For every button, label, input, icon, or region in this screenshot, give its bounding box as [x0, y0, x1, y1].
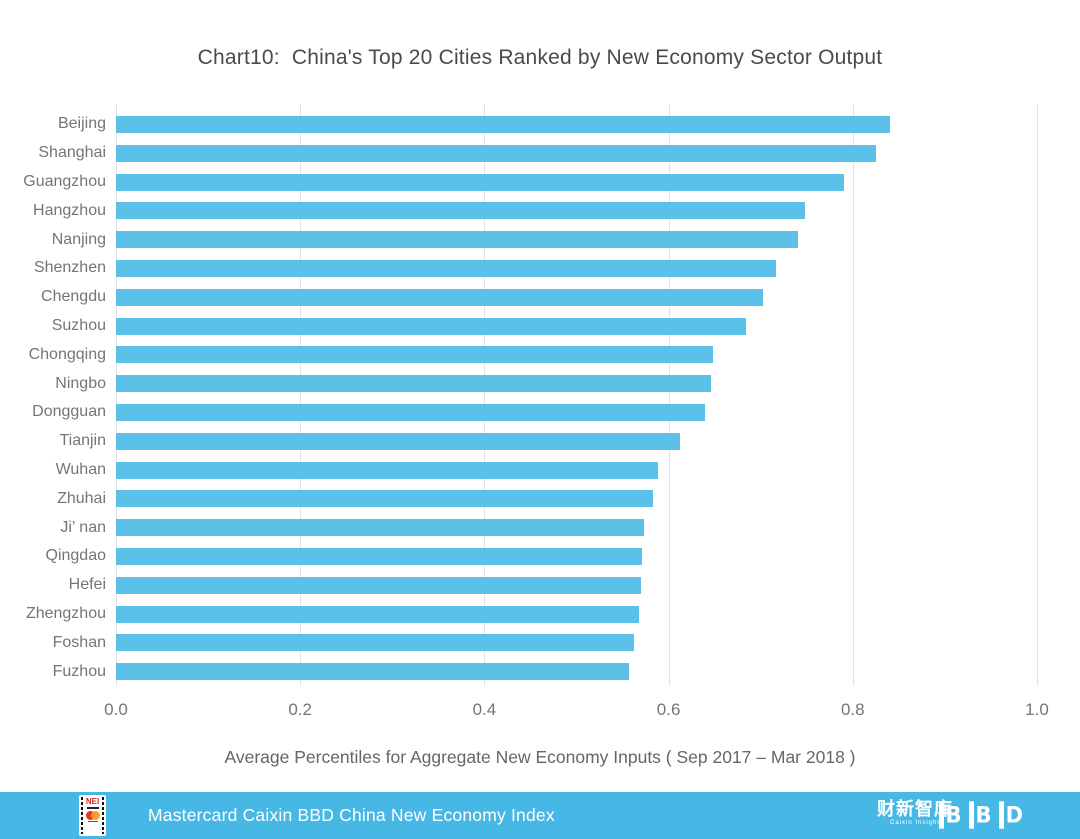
xtick-0.2: 0.2	[288, 700, 313, 719]
gridline-0.8	[852, 104, 854, 686]
xtick-0.4: 0.4	[472, 700, 497, 719]
ylabel-Chongqing: Chongqing	[28, 345, 106, 363]
ylabel-Zhengzhou: Zhengzhou	[25, 604, 106, 622]
nei-logo-bars	[86, 807, 99, 809]
xtick-0.8: 0.8	[840, 700, 865, 719]
ylabel-Suzhou: Suzhou	[51, 316, 106, 334]
ylabel-Beijing: Beijing	[57, 115, 106, 133]
x-axis-ticks: 0.0 0.2 0.4 0.6 0.8 1.0	[104, 700, 1049, 722]
ylabel-Fuzhou: Fuzhou	[52, 662, 106, 680]
bars-layer	[116, 110, 1037, 686]
bbd-logo-letter: B	[938, 801, 962, 829]
bbd-logo-letter: D	[998, 801, 1023, 829]
ylabel-Hangzhou: Hangzhou	[33, 201, 106, 219]
xtick-0.6: 0.6	[656, 700, 681, 719]
ylabel-Shanghai: Shanghai	[38, 144, 106, 162]
caixin-logo-chinese: 财新智库	[877, 799, 953, 819]
bar-Hangzhou	[116, 202, 805, 220]
bar-Chongqing	[116, 346, 713, 364]
ylabel-Chengdu: Chengdu	[41, 288, 106, 306]
mastercard-circles-icon	[85, 811, 100, 820]
bar-Zhuhai	[116, 490, 653, 508]
ylabel-Hefei: Hefei	[68, 576, 106, 594]
bar-Suzhou	[116, 317, 746, 335]
bar-Foshan	[116, 634, 634, 652]
bbd-logo-letter: B	[968, 801, 992, 829]
xtick-0.0: 0.0	[104, 700, 128, 719]
chart-title: Chart10: China's Top 20 Cities Ranked by…	[197, 46, 883, 69]
bar-Beijing	[116, 115, 890, 133]
bar-Hefei	[116, 576, 641, 594]
gridline-0.2	[300, 104, 302, 686]
xtick-1.0: 1.0	[1025, 700, 1049, 719]
gridline-0.6	[668, 104, 670, 686]
ylabel-Foshan: Foshan	[52, 633, 106, 651]
mastercard-orange-circle	[90, 811, 100, 820]
ylabel-Ningbo: Ningbo	[55, 374, 106, 392]
ylabel-Qingdao: Qingdao	[45, 547, 107, 565]
plot-area	[116, 104, 1038, 686]
bar-Wuhan	[116, 461, 659, 479]
bar-Tianjin	[116, 432, 680, 450]
bar-Ningbo	[116, 375, 711, 393]
ylabel-Shenzhen: Shenzhen	[33, 259, 106, 277]
nei-index-logo: NEI	[79, 795, 106, 836]
bar-Nanjing	[116, 231, 798, 249]
footer-banner: NEI Mastercard Caixin BBD China New Econ…	[0, 792, 1080, 839]
x-axis-title: Average Percentiles for Aggregate New Ec…	[224, 747, 856, 767]
bar-Zhengzhou	[116, 605, 640, 623]
bar-Guangzhou	[116, 173, 844, 191]
bar-Shanghai	[116, 144, 876, 162]
nei-logo-smallprint	[87, 821, 98, 822]
y-axis-labels: Beijing Shanghai Guangzhou Hangzhou Nanjing S…	[0, 110, 106, 686]
bar-Qingdao	[116, 547, 642, 565]
ylabel-Zhuhai: Zhuhai	[57, 489, 106, 507]
ylabel-Nanjing: Nanjing	[51, 230, 106, 248]
ylabel-Wuhan: Wuhan	[55, 460, 106, 478]
caixin-logo-english: Caixin Insight	[889, 820, 941, 826]
bar-Shenzhen	[116, 259, 777, 277]
gridline-1.0	[1037, 104, 1038, 686]
nei-logo-label: NEI	[85, 797, 100, 806]
gridline-0.4	[484, 104, 486, 686]
bar-Ji’ nan	[116, 519, 644, 537]
ylabel-Dongguan: Dongguan	[32, 403, 106, 421]
bar-Dongguan	[116, 403, 705, 421]
gridline-0.0	[116, 104, 117, 686]
mastercard-red-circle	[85, 811, 95, 820]
ylabel-Guangzhou: Guangzhou	[23, 172, 106, 190]
ylabel-Ji’ nan: Ji’ nan	[60, 518, 106, 536]
caixin-insight-logo: 财新智库 Caixin Insight	[870, 799, 960, 827]
footer-title: Mastercard Caixin BBD China New Economy …	[148, 805, 555, 825]
bar-Fuzhou	[116, 663, 629, 681]
bar-Chengdu	[116, 288, 764, 306]
ylabel-Tianjin: Tianjin	[59, 432, 106, 450]
